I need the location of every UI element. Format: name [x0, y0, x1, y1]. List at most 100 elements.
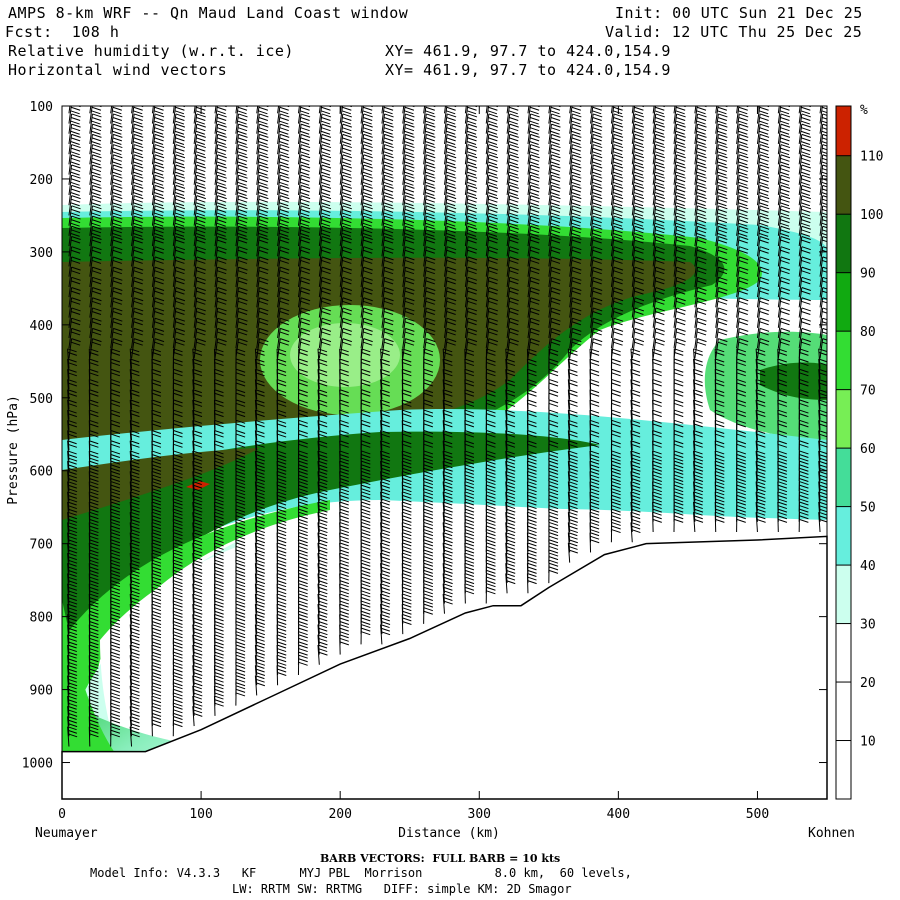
wind-barb — [444, 276, 457, 298]
wind-barb — [235, 246, 248, 267]
wind-barb — [506, 338, 519, 359]
wind-barb — [360, 113, 373, 134]
wind-barb — [235, 297, 248, 318]
wind-barb — [297, 613, 308, 635]
wind-barb — [381, 276, 394, 298]
wind-barb — [110, 184, 123, 206]
y-tick-label: 1000 — [22, 757, 53, 772]
wind-barb — [548, 164, 561, 185]
wind-barb — [254, 654, 266, 676]
wind-barb — [235, 276, 248, 298]
wind-barb — [380, 430, 390, 451]
wind-barb — [235, 307, 248, 328]
wind-barb — [505, 358, 516, 379]
wind-barb — [214, 266, 227, 287]
wind-barb — [67, 603, 78, 624]
wind-barb — [339, 297, 352, 318]
wind-barb — [67, 695, 78, 716]
wind-barb — [131, 195, 144, 216]
wind-barb — [254, 481, 266, 502]
wind-barb — [317, 583, 328, 604]
wind-barb — [192, 348, 203, 369]
wind-barb — [277, 287, 290, 308]
y-tick-label: 400 — [30, 319, 53, 334]
wind-barb — [381, 144, 394, 165]
wind-barb — [444, 106, 446, 114]
wind-barb — [485, 205, 499, 226]
wind-barb — [381, 256, 394, 277]
wind-barb — [360, 215, 373, 236]
wind-barb — [318, 205, 332, 226]
wind-barb — [89, 215, 102, 236]
wind-barb — [89, 123, 102, 144]
wind-barb — [318, 338, 332, 359]
wind-barb — [129, 450, 140, 471]
wind-barb — [67, 419, 78, 441]
wind-barb — [505, 470, 516, 492]
wind-barb — [256, 144, 269, 165]
wind-barb — [464, 583, 475, 604]
wind-barb — [548, 144, 561, 165]
wind-barb — [423, 195, 436, 216]
wind-barb — [505, 419, 516, 441]
wind-barb — [317, 491, 328, 512]
wind-barb — [505, 399, 516, 420]
wind-barb — [423, 276, 436, 298]
wind-barb — [360, 154, 373, 175]
wind-barb — [256, 327, 269, 349]
wind-barb — [318, 235, 332, 257]
wind-barb — [339, 235, 352, 257]
wind-barb — [254, 348, 265, 369]
wind-barb — [527, 338, 540, 359]
wind-barb — [277, 246, 290, 267]
wind-barb — [192, 552, 203, 573]
wind-barb — [442, 389, 453, 410]
wind-barb — [254, 440, 265, 461]
wind-barb — [214, 164, 227, 185]
wind-barb — [444, 205, 457, 226]
wind-barb — [527, 123, 540, 144]
wind-barb — [256, 266, 269, 287]
wind-barb — [380, 470, 391, 492]
wind-barb — [444, 174, 457, 196]
wind-barb — [89, 174, 102, 196]
wind-barb — [129, 399, 140, 420]
wind-barb — [317, 613, 328, 635]
wind-barb — [193, 338, 206, 359]
init-time: Init: 00 UTC Sun 21 Dec 25 — [615, 4, 863, 22]
wind-barb — [129, 348, 140, 369]
wind-barb — [297, 634, 308, 655]
wind-barb — [172, 106, 175, 114]
wind-barb — [67, 389, 78, 410]
colorbar: 10 20 30 40 50 60 70 80 90 100 110 — [835, 105, 883, 800]
wind-barb — [151, 246, 165, 267]
wind-barb — [193, 215, 206, 236]
colorbar-label: 110 — [860, 150, 883, 165]
wind-barb — [110, 307, 123, 328]
wind-barb — [192, 654, 203, 676]
wind-barb — [506, 307, 519, 328]
wind-barb — [277, 195, 290, 216]
wind-barb — [235, 205, 248, 226]
wind-barb — [192, 399, 203, 420]
colorbar-swatch — [836, 740, 851, 799]
wind-barb — [129, 368, 140, 390]
wind-barb — [527, 133, 540, 155]
wind-barb — [89, 205, 102, 226]
wind-barb — [527, 106, 530, 114]
wind-barb — [548, 307, 561, 328]
wind-barb — [506, 113, 519, 134]
wind-barb — [548, 133, 561, 155]
wind-barb — [131, 184, 144, 206]
wind-barb — [402, 133, 415, 155]
colorbar-swatch — [836, 106, 851, 156]
wind-barb — [380, 419, 390, 441]
wind-barb — [254, 603, 266, 624]
wind-barb — [381, 174, 394, 196]
wind-barb — [193, 235, 206, 257]
wind-barb — [277, 327, 290, 349]
wind-barb — [151, 133, 165, 155]
wind-barb — [380, 348, 390, 369]
wind-barb — [339, 276, 352, 298]
wind-barb — [318, 287, 332, 308]
